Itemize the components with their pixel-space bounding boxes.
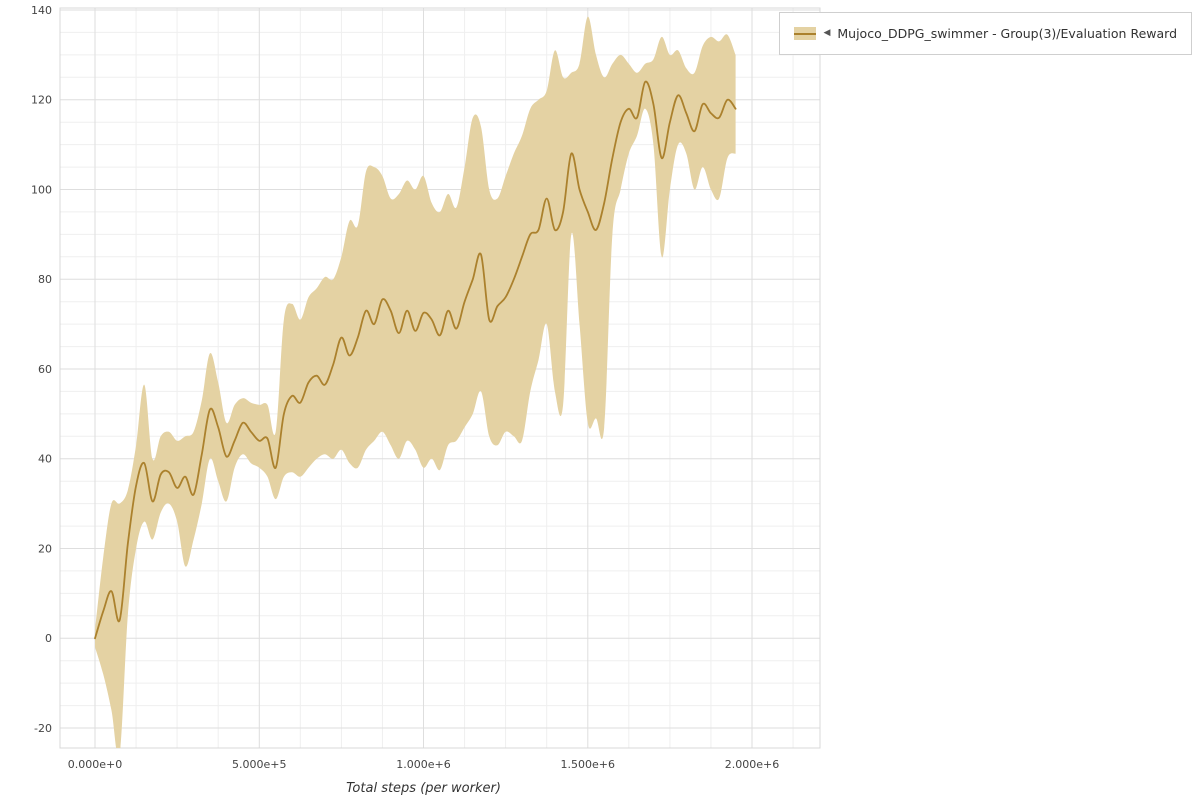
- x-tick-label: 1.500e+6: [561, 758, 615, 771]
- legend: ◀ Mujoco_DDPG_swimmer - Group(3)/Evaluat…: [779, 12, 1192, 55]
- x-tick-label: 2.000e+6: [725, 758, 779, 771]
- legend-swatch: [794, 27, 817, 40]
- x-tick-label: 5.000e+5: [232, 758, 286, 771]
- y-tick-label: 120: [31, 94, 52, 107]
- y-tick-label: 60: [38, 363, 52, 376]
- x-axis-title: Total steps (per worker): [346, 781, 501, 796]
- y-tick-label: 140: [31, 4, 52, 17]
- x-tick-label: 1.000e+6: [396, 758, 450, 771]
- y-tick-label: 80: [38, 273, 52, 286]
- y-tick-label: 40: [38, 453, 52, 466]
- legend-swatch-line-icon: [794, 32, 817, 35]
- x-tick-label: 0.000e+0: [68, 758, 122, 771]
- legend-series-label[interactable]: Mujoco_DDPG_swimmer - Group(3)/Evaluatio…: [837, 26, 1177, 41]
- y-tick-label: 20: [38, 542, 52, 555]
- y-tick-label: -20: [34, 722, 52, 735]
- y-tick-label: 0: [45, 632, 52, 645]
- y-tick-label: 100: [31, 183, 52, 196]
- legend-collapse-icon[interactable]: ◀: [823, 28, 831, 38]
